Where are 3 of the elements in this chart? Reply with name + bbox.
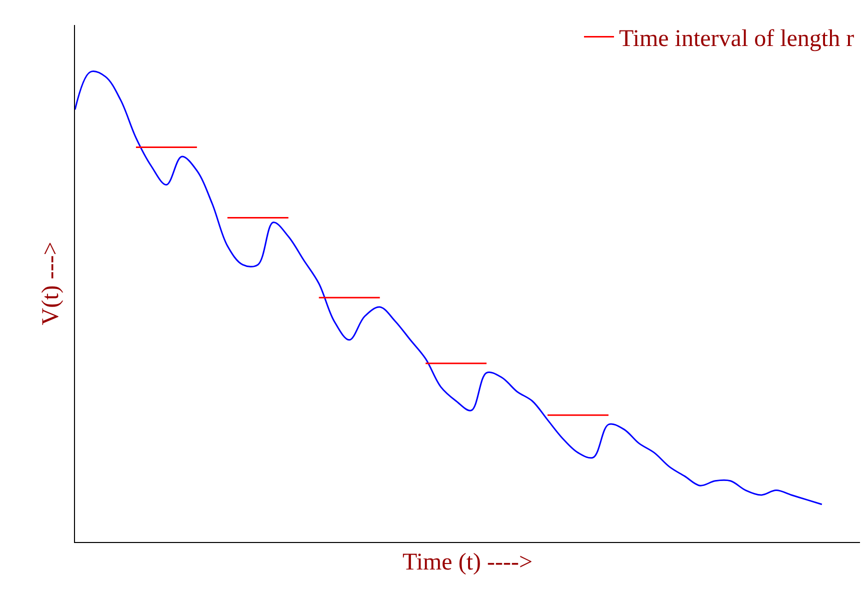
legend-label: Time interval of length r — [619, 26, 854, 52]
x-axis-title: Time (t) ----> — [402, 550, 532, 576]
y-axis-title: V(t) ---> — [38, 242, 64, 326]
